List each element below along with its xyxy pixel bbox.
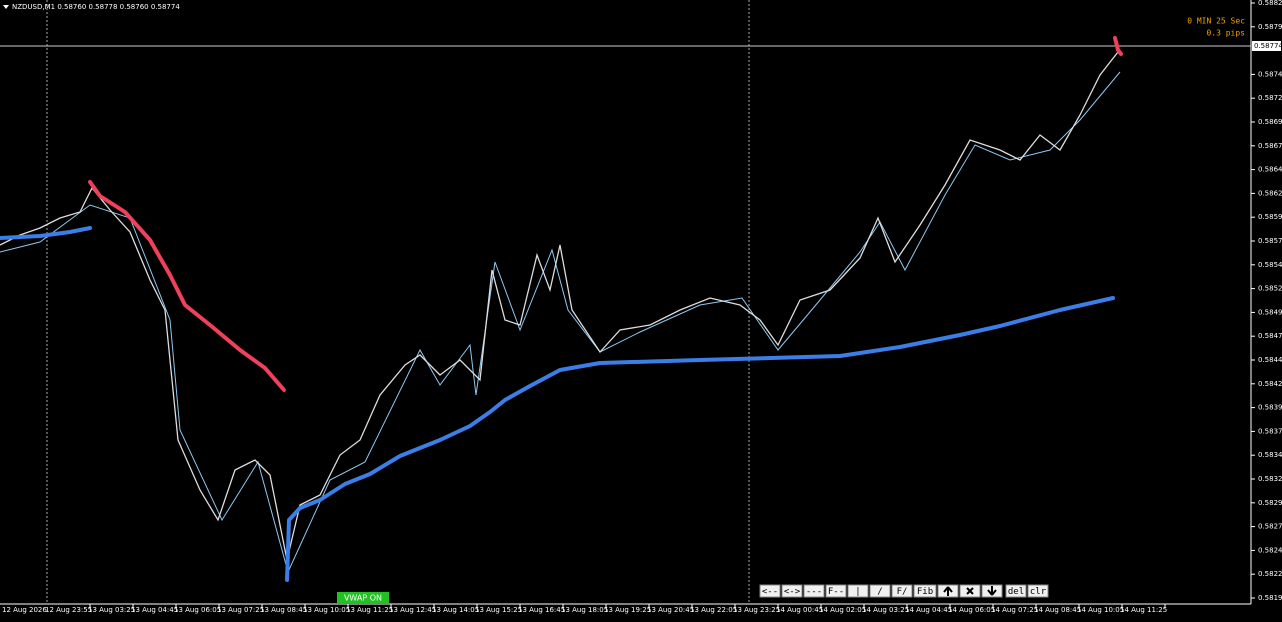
toolbar-button-label[interactable]: <-- bbox=[762, 587, 778, 597]
time-label: 13 Aug 11:25 bbox=[346, 606, 393, 614]
vwap-line bbox=[285, 296, 1115, 582]
time-label: 13 Aug 10:05 bbox=[303, 606, 350, 614]
toolbar-button[interactable] bbox=[759, 584, 781, 598]
toolbar-button[interactable] bbox=[1027, 584, 1049, 598]
time-label: 14 Aug 04:45 bbox=[905, 606, 952, 614]
toolbar-button-label[interactable]: F-- bbox=[828, 587, 844, 597]
current-price-box bbox=[1252, 41, 1281, 51]
toolbar-button[interactable] bbox=[803, 584, 825, 598]
time-label: 13 Aug 07:25 bbox=[217, 606, 264, 614]
time-label: 14 Aug 11:25 bbox=[1120, 606, 1167, 614]
time-label: 14 Aug 02:05 bbox=[819, 606, 866, 614]
toolbar-button-label[interactable]: | bbox=[855, 587, 860, 597]
time-label: 13 Aug 16:45 bbox=[518, 606, 565, 614]
toolbar-button[interactable] bbox=[825, 584, 847, 598]
spread: 0.3 pips bbox=[1206, 29, 1245, 38]
time-label: 13 Aug 12:45 bbox=[389, 606, 436, 614]
price-label: 0.58695 bbox=[1258, 118, 1282, 126]
time-label: 13 Aug 22:05 bbox=[690, 606, 737, 614]
signal-line bbox=[88, 180, 286, 392]
price-label: 0.58495 bbox=[1258, 308, 1282, 316]
up-arrow-icon bbox=[943, 586, 953, 596]
toolbar-button[interactable] bbox=[1005, 584, 1027, 598]
time-label: 13 Aug 08:45 bbox=[260, 606, 307, 614]
signal-line bbox=[1113, 36, 1123, 56]
time-label: 13 Aug 23:25 bbox=[733, 606, 780, 614]
toolbar-button[interactable] bbox=[869, 584, 891, 598]
time-label: 13 Aug 15:25 bbox=[475, 606, 522, 614]
price-label: 0.58545 bbox=[1258, 261, 1282, 269]
price-label: 0.58345 bbox=[1258, 451, 1282, 459]
time-label: 14 Aug 10:05 bbox=[1077, 606, 1124, 614]
toolbar-button[interactable] bbox=[781, 584, 803, 598]
price-label: 0.58295 bbox=[1258, 499, 1282, 507]
time-label: 13 Aug 18:05 bbox=[561, 606, 608, 614]
price-label: 0.58195 bbox=[1258, 594, 1282, 602]
toolbar-button-label[interactable]: / bbox=[877, 587, 882, 597]
close-icon bbox=[966, 587, 974, 595]
toolbar-button-label[interactable]: clr bbox=[1030, 587, 1047, 597]
time-label: 14 Aug 07:25 bbox=[991, 606, 1038, 614]
toolbar-button-label[interactable]: del bbox=[1008, 587, 1024, 597]
price-label: 0.58745 bbox=[1258, 70, 1282, 78]
time-label: 13 Aug 14:05 bbox=[432, 606, 479, 614]
envelope-line bbox=[0, 71, 1121, 574]
price-label: 0.58245 bbox=[1258, 546, 1282, 554]
vwap-button-bg[interactable] bbox=[337, 592, 389, 604]
time-label: 14 Aug 08:45 bbox=[1034, 606, 1081, 614]
down-arrow-icon bbox=[987, 586, 997, 596]
time-label: 13 Aug 04:45 bbox=[131, 606, 178, 614]
vwap-line bbox=[0, 226, 92, 240]
time-label: 14 Aug 00:45 bbox=[776, 606, 823, 614]
time-label: 13 Aug 19:25 bbox=[604, 606, 651, 614]
time-label: 13 Aug 03:25 bbox=[88, 606, 135, 614]
time-label: 14 Aug 03:25 bbox=[862, 606, 909, 614]
price-label: 0.58795 bbox=[1258, 23, 1282, 31]
toolbar-button-label[interactable]: <-> bbox=[784, 587, 801, 597]
price-label: 0.58595 bbox=[1258, 213, 1282, 221]
toolbar-button[interactable] bbox=[913, 584, 937, 598]
price-label: 0.58395 bbox=[1258, 404, 1282, 412]
toolbar-button[interactable] bbox=[847, 584, 869, 598]
time-label: 12 Aug 23:55 bbox=[45, 606, 92, 614]
price-label: 0.58645 bbox=[1258, 166, 1282, 174]
toolbar-button-label[interactable]: --- bbox=[806, 587, 822, 597]
toolbar-button-label[interactable]: Fib bbox=[917, 587, 933, 597]
current-price: 0.58774 bbox=[1254, 42, 1282, 50]
toolbar-button[interactable] bbox=[891, 584, 913, 598]
vwap-button[interactable]: VWAP ON bbox=[344, 594, 382, 603]
price-label: 0.58445 bbox=[1258, 356, 1282, 364]
menu-arrow bbox=[3, 5, 9, 9]
timer: 0 MIN 25 Sec bbox=[1187, 17, 1245, 26]
time-label: 13 Aug 06:05 bbox=[174, 606, 221, 614]
time-label: 14 Aug 06:05 bbox=[948, 606, 995, 614]
symbol-info: NZDUSD,M1 0.58760 0.58778 0.58760 0.5877… bbox=[12, 3, 180, 11]
toolbar-button-label[interactable]: F/ bbox=[897, 587, 908, 597]
price-line bbox=[0, 51, 1119, 561]
time-label: 13 Aug 20:45 bbox=[647, 606, 694, 614]
time-label: 12 Aug 2026 bbox=[2, 606, 47, 614]
